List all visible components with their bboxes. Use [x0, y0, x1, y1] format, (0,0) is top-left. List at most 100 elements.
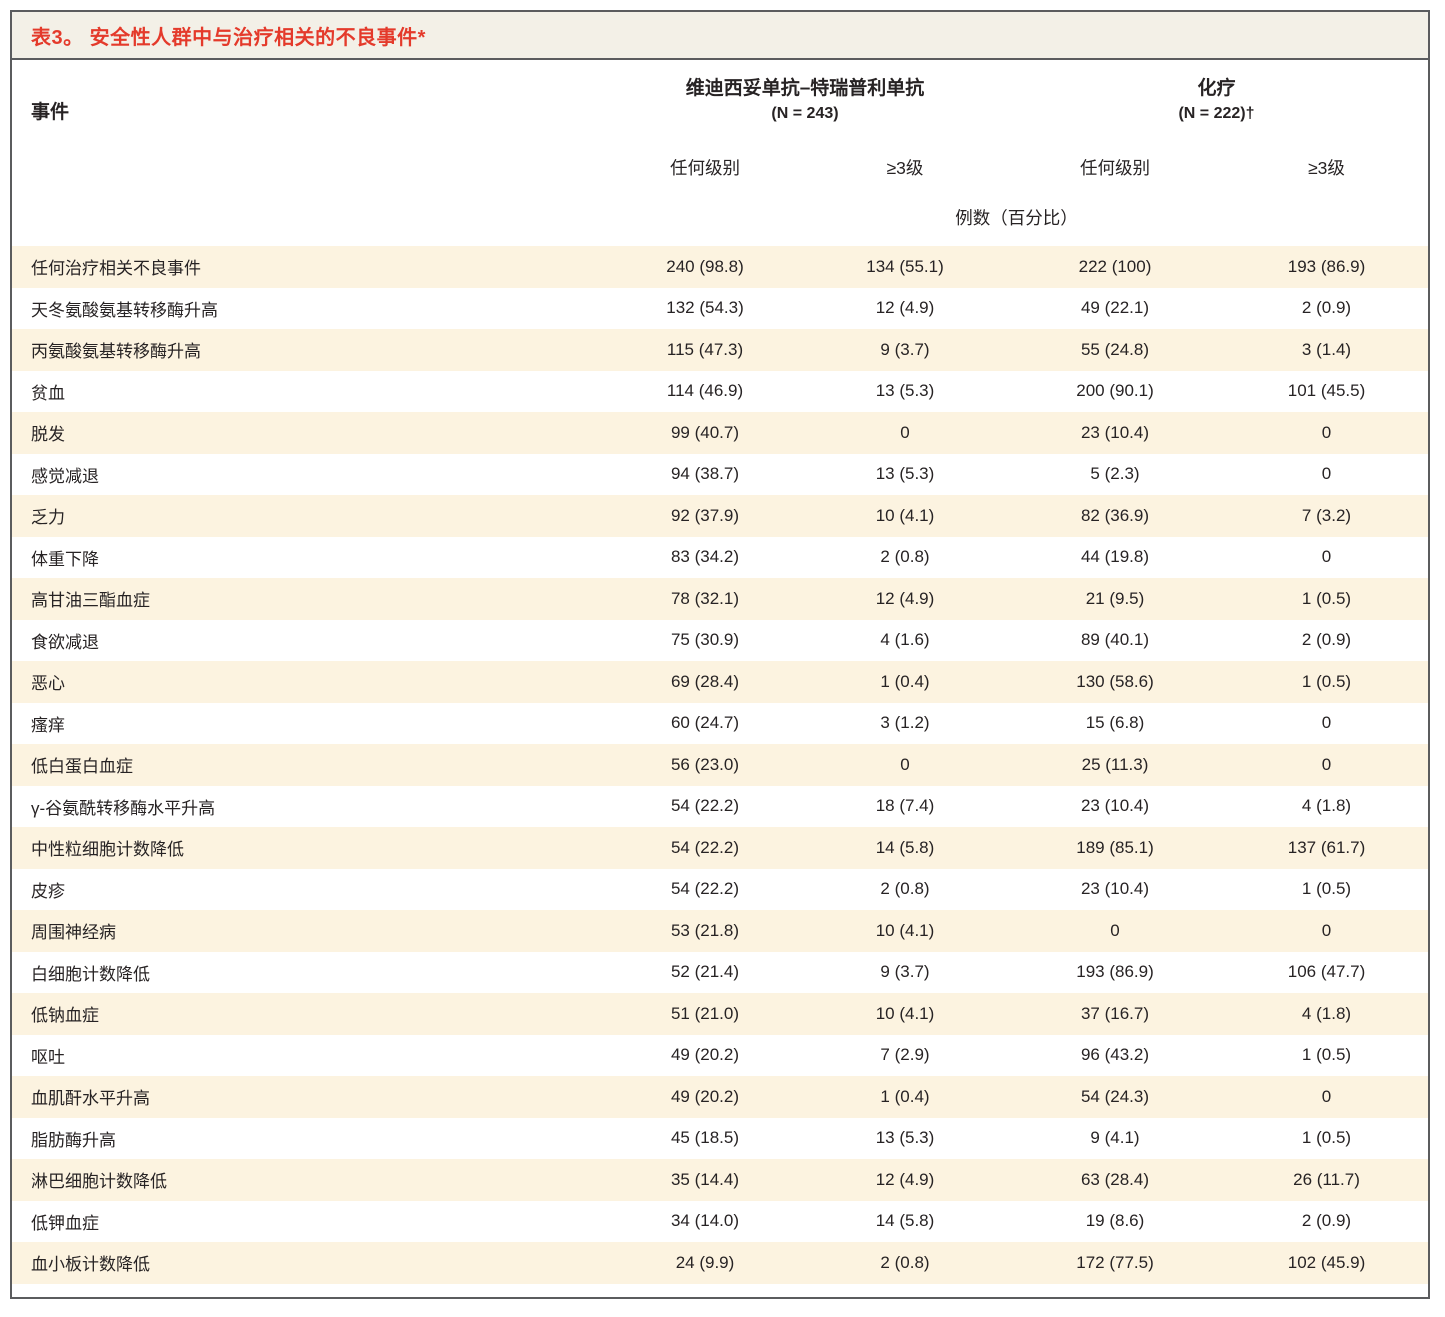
- event-name: 食欲减退: [31, 632, 99, 652]
- cell-disitamab-toripalimab-grade3: 13 (5.3): [875, 381, 935, 401]
- cell-disitamab-toripalimab-grade3: 0: [900, 754, 910, 774]
- cell-disitamab-toripalimab-any-grade: 132 (54.3): [666, 298, 744, 318]
- cell-chemo-any-grade: 193 (86.9): [1076, 962, 1154, 982]
- cell-disitamab-toripalimab-any-grade: 35 (14.4): [670, 1169, 740, 1189]
- cell-chemo-any-grade: 0: [1110, 920, 1120, 940]
- cell-disitamab-toripalimab-any-grade: 24 (9.9): [675, 1252, 735, 1272]
- cell-chemo-grade3: 1 (0.5): [1301, 1128, 1352, 1148]
- cell-chemo-grade3: 0: [1321, 920, 1332, 940]
- event-name: 脂肪酶升高: [31, 1130, 116, 1150]
- group-header-chemotherapy-name: 化疗: [1197, 78, 1236, 99]
- cell-chemo-grade3: 1 (0.5): [1301, 879, 1352, 899]
- cell-disitamab-toripalimab-grade3: 7 (2.9): [880, 1045, 930, 1065]
- cell-disitamab-toripalimab-grade3: 13 (5.3): [875, 464, 935, 484]
- cell-chemo-any-grade: 44 (19.8): [1080, 547, 1150, 567]
- event-name: 低白蛋白血症: [31, 757, 133, 777]
- table-row: 周围神经病 53 (21.8) 10 (4.1) 0 0: [12, 910, 1428, 952]
- cell-disitamab-toripalimab-grade3: 10 (4.1): [875, 1003, 935, 1023]
- cell-chemo-any-grade: 19 (8.6): [1085, 1211, 1145, 1231]
- cell-disitamab-toripalimab-grade3: 2 (0.8): [880, 1252, 930, 1272]
- cell-chemo-any-grade: 23 (10.4): [1080, 879, 1150, 899]
- table-row: 淋巴细胞计数降低 35 (14.4) 12 (4.9) 63 (28.4) 26…: [12, 1159, 1428, 1201]
- cell-chemo-any-grade: 200 (90.1): [1076, 381, 1154, 401]
- cell-disitamab-toripalimab-grade3: 12 (4.9): [875, 298, 935, 318]
- event-name: 贫血: [31, 383, 65, 403]
- table-row: 低钠血症 51 (21.0) 10 (4.1) 37 (16.7) 4 (1.8…: [12, 993, 1428, 1035]
- group-header-disitamab-toripalimab: 维迪西妥单抗–特瑞普利单抗 (N = 243): [605, 76, 1005, 125]
- cell-disitamab-toripalimab-grade3: 14 (5.8): [875, 1211, 935, 1231]
- group-header-chemotherapy-n: (N = 222)†: [1178, 105, 1255, 122]
- cell-chemo-grade3: 102 (45.9): [1287, 1252, 1366, 1272]
- cell-chemo-any-grade: 96 (43.2): [1080, 1045, 1150, 1065]
- table-row: 丙氨酸氨基转移酶升高 115 (47.3) 9 (3.7) 55 (24.8) …: [12, 329, 1428, 371]
- cell-chemo-grade3: 3 (1.4): [1301, 339, 1352, 359]
- cell-chemo-grade3: 2 (0.9): [1301, 1211, 1352, 1231]
- cell-chemo-grade3: 0: [1321, 422, 1332, 442]
- table-row: 白细胞计数降低 52 (21.4) 9 (3.7) 193 (86.9) 106…: [12, 952, 1428, 994]
- table-row: 高甘油三酯血症 78 (32.1) 12 (4.9) 21 (9.5) 1 (0…: [12, 578, 1428, 620]
- table-row: γ-谷氨酰转移酶水平升高 54 (22.2) 18 (7.4) 23 (10.4…: [12, 786, 1428, 828]
- cell-chemo-any-grade: 15 (6.8): [1085, 713, 1145, 733]
- event-name: 白细胞计数降低: [31, 964, 150, 984]
- event-name: 呕吐: [31, 1047, 65, 1067]
- cell-chemo-any-grade: 49 (22.1): [1080, 298, 1150, 318]
- table-row: 恶心 69 (28.4) 1 (0.4) 130 (58.6) 1 (0.5): [12, 661, 1428, 703]
- cell-chemo-any-grade: 21 (9.5): [1085, 588, 1145, 608]
- subheader-chemo-grade3: ≥3级: [1308, 157, 1345, 178]
- cell-disitamab-toripalimab-grade3: 9 (3.7): [880, 962, 930, 982]
- cell-chemo-any-grade: 189 (85.1): [1076, 837, 1154, 857]
- subheader-disitamab-grade3: ≥3级: [886, 157, 924, 178]
- event-name: 低钠血症: [31, 1006, 99, 1026]
- cell-chemo-any-grade: 23 (10.4): [1080, 796, 1150, 816]
- cell-chemo-any-grade: 89 (40.1): [1080, 630, 1150, 650]
- cell-disitamab-toripalimab-any-grade: 99 (40.7): [670, 422, 740, 442]
- cell-disitamab-toripalimab-grade3: 3 (1.2): [880, 713, 930, 733]
- event-name: 皮疹: [31, 881, 65, 901]
- cell-disitamab-toripalimab-grade3: 2 (0.8): [880, 879, 930, 899]
- cell-disitamab-toripalimab-grade3: 134 (55.1): [866, 256, 944, 276]
- cell-chemo-any-grade: 9 (4.1): [1090, 1128, 1140, 1148]
- adverse-events-table: 表3。 安全性人群中与治疗相关的不良事件* 事件 维迪西妥单抗–特瑞普利单抗 (…: [10, 10, 1430, 1299]
- cell-disitamab-toripalimab-any-grade: 69 (28.4): [670, 671, 740, 691]
- cell-disitamab-toripalimab-any-grade: 49 (20.2): [670, 1086, 740, 1106]
- table-row: 血肌酐水平升高 49 (20.2) 1 (0.4) 54 (24.3) 0: [12, 1076, 1428, 1118]
- cell-chemo-any-grade: 23 (10.4): [1080, 422, 1150, 442]
- cell-disitamab-toripalimab-any-grade: 60 (24.7): [670, 713, 740, 733]
- cell-chemo-any-grade: 25 (11.3): [1081, 754, 1149, 774]
- cell-chemo-any-grade: 222 (100): [1078, 256, 1152, 276]
- table-row: 体重下降 83 (34.2) 2 (0.8) 44 (19.8) 0: [12, 537, 1428, 579]
- cell-disitamab-toripalimab-any-grade: 240 (98.8): [666, 256, 744, 276]
- table-row: 任何治疗相关不良事件 240 (98.8) 134 (55.1) 222 (10…: [12, 246, 1428, 288]
- cell-disitamab-toripalimab-grade3: 18 (7.4): [875, 796, 935, 816]
- table-row: 脱发 99 (40.7) 0 23 (10.4) 0: [12, 412, 1428, 454]
- cell-chemo-grade3: 0: [1321, 547, 1332, 567]
- table-row: 低白蛋白血症 56 (23.0) 0 25 (11.3) 0: [12, 744, 1428, 786]
- cell-disitamab-toripalimab-grade3: 12 (4.9): [875, 1169, 935, 1189]
- event-name: 瘙痒: [31, 715, 65, 735]
- cell-chemo-grade3: 1 (0.5): [1301, 1045, 1352, 1065]
- cell-disitamab-toripalimab-any-grade: 49 (20.2): [670, 1045, 740, 1065]
- event-name: 周围神经病: [31, 923, 116, 943]
- table-row: 食欲减退 75 (30.9) 4 (1.6) 89 (40.1) 2 (0.9): [12, 620, 1428, 662]
- cell-disitamab-toripalimab-grade3: 13 (5.3): [875, 1128, 935, 1148]
- column-header-event: 事件: [31, 102, 70, 123]
- cell-chemo-any-grade: 37 (16.7): [1080, 1003, 1150, 1023]
- cell-disitamab-toripalimab-any-grade: 78 (32.1): [670, 588, 740, 608]
- cell-chemo-any-grade: 82 (36.9): [1080, 505, 1150, 525]
- cell-chemo-grade3: 106 (47.7): [1287, 962, 1366, 982]
- cell-disitamab-toripalimab-grade3: 4 (1.6): [880, 630, 930, 650]
- cell-disitamab-toripalimab-grade3: 10 (4.1): [875, 920, 935, 940]
- subheader-chemo-any-grade: 任何级别: [1080, 157, 1150, 178]
- table-header-units: 例数（百分比）: [12, 188, 1428, 246]
- cell-disitamab-toripalimab-any-grade: 115 (47.3): [666, 339, 744, 359]
- cell-disitamab-toripalimab-grade3: 1 (0.4): [880, 671, 930, 691]
- event-name: 低钾血症: [31, 1213, 99, 1233]
- table-row: 皮疹 54 (22.2) 2 (0.8) 23 (10.4) 1 (0.5): [12, 869, 1428, 911]
- cell-disitamab-toripalimab-grade3: 12 (4.9): [875, 588, 935, 608]
- cell-disitamab-toripalimab-any-grade: 56 (23.0): [670, 754, 740, 774]
- cell-disitamab-toripalimab-grade3: 2 (0.8): [880, 547, 930, 567]
- table-title: 表3。 安全性人群中与治疗相关的不良事件*: [31, 26, 426, 49]
- cell-disitamab-toripalimab-any-grade: 51 (21.0): [670, 1003, 740, 1023]
- cell-chemo-any-grade: 5 (2.3): [1090, 464, 1140, 484]
- cell-disitamab-toripalimab-any-grade: 54 (22.2): [670, 837, 740, 857]
